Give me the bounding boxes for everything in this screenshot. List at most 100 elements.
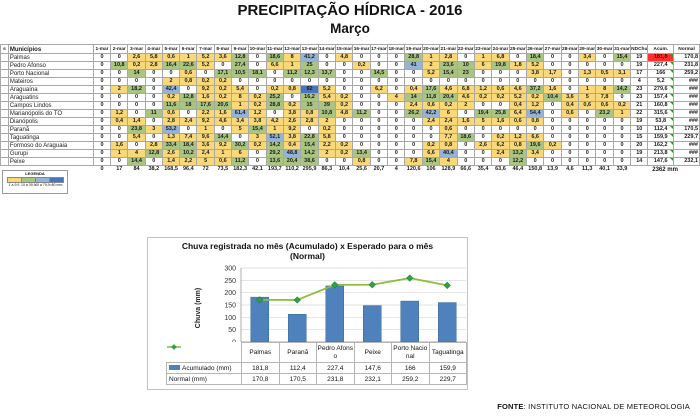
value-cell[interactable]: 0: [508, 69, 528, 78]
value-cell[interactable]: 0: [560, 85, 580, 94]
value-cell[interactable]: 1: [265, 125, 284, 134]
value-cell[interactable]: 0: [560, 69, 580, 78]
value-cell[interactable]: 0: [387, 157, 406, 166]
value-cell[interactable]: 11,6: [161, 101, 181, 110]
value-cell[interactable]: 0: [560, 149, 580, 158]
value-cell[interactable]: 2: [317, 117, 337, 126]
value-cell[interactable]: 2,8: [300, 117, 319, 126]
value-cell[interactable]: 2,2: [196, 109, 215, 118]
value-cell[interactable]: 0: [92, 93, 112, 102]
value-cell[interactable]: 0,2: [213, 85, 233, 94]
value-cell[interactable]: 0,6: [560, 109, 580, 118]
value-cell[interactable]: 0: [92, 157, 112, 166]
value-cell[interactable]: 9,2: [213, 141, 233, 150]
municipality-cell[interactable]: Marianópolis do TO: [7, 109, 94, 118]
value-cell[interactable]: 0: [560, 133, 580, 142]
value-cell[interactable]: 0: [92, 125, 112, 134]
value-cell[interactable]: 11,2: [230, 157, 250, 166]
edge-cell[interactable]: [0, 141, 9, 150]
ndchu-cell[interactable]: 15: [630, 133, 649, 142]
value-cell[interactable]: 14,2: [612, 85, 632, 94]
value-cell[interactable]: 40,4: [439, 149, 458, 158]
value-cell[interactable]: 0: [265, 69, 284, 78]
value-cell[interactable]: 14: [404, 93, 423, 102]
value-cell[interactable]: 15,4: [248, 125, 267, 134]
value-cell[interactable]: 2,6: [282, 117, 302, 126]
value-cell[interactable]: 13,2: [508, 149, 528, 158]
value-cell[interactable]: 0: [213, 61, 233, 70]
value-cell[interactable]: 0: [369, 125, 389, 134]
value-cell[interactable]: 14,5: [369, 69, 389, 78]
value-cell[interactable]: 0,5: [595, 69, 614, 78]
value-cell[interactable]: 0,4: [404, 85, 423, 94]
value-cell[interactable]: 3: [248, 133, 267, 142]
value-cell[interactable]: 0: [335, 69, 354, 78]
value-cell[interactable]: 3,8: [248, 117, 267, 126]
value-cell[interactable]: 14,4: [127, 157, 146, 166]
value-cell[interactable]: 12,8: [144, 149, 163, 158]
value-cell[interactable]: 0: [560, 157, 580, 166]
value-cell[interactable]: 0,2: [265, 85, 284, 94]
value-cell[interactable]: 0: [335, 117, 354, 126]
value-cell[interactable]: 0: [404, 141, 423, 150]
value-cell[interactable]: 0: [387, 149, 406, 158]
value-cell[interactable]: 13,4: [352, 149, 371, 158]
value-cell[interactable]: 2,4: [421, 117, 441, 126]
value-cell[interactable]: 4,6: [213, 117, 233, 126]
value-cell[interactable]: 0,8: [525, 117, 545, 126]
value-cell[interactable]: 6,4: [508, 109, 528, 118]
value-cell[interactable]: 17,1: [213, 69, 233, 78]
value-cell[interactable]: 2,8: [439, 53, 458, 62]
value-cell[interactable]: 0: [612, 141, 632, 150]
value-cell[interactable]: 0: [230, 133, 250, 142]
value-cell[interactable]: 19,6: [525, 141, 545, 150]
value-cell[interactable]: 3,8: [525, 69, 545, 78]
value-cell[interactable]: 0: [473, 69, 493, 78]
value-cell[interactable]: 0: [543, 61, 562, 70]
value-cell[interactable]: 11,2: [352, 109, 371, 118]
value-cell[interactable]: 8: [595, 85, 614, 94]
value-cell[interactable]: 2: [456, 101, 475, 110]
normal-cell[interactable]: ###: [673, 117, 700, 126]
value-cell[interactable]: 0: [369, 93, 389, 102]
value-cell[interactable]: 0: [265, 109, 284, 118]
value-cell[interactable]: 1,2: [110, 109, 129, 118]
value-cell[interactable]: 0,2: [335, 141, 354, 150]
value-cell[interactable]: 2,6: [473, 141, 493, 150]
value-cell[interactable]: 3,6: [196, 141, 215, 150]
value-cell[interactable]: 0: [543, 133, 562, 142]
value-cell[interactable]: 0: [369, 109, 389, 118]
value-cell[interactable]: 3,6: [213, 53, 233, 62]
value-cell[interactable]: 7,8: [404, 157, 423, 166]
value-cell[interactable]: 1,6: [110, 141, 129, 150]
value-cell[interactable]: 2,4: [439, 117, 458, 126]
value-cell[interactable]: 0: [612, 117, 632, 126]
value-cell[interactable]: 0: [491, 77, 510, 86]
value-cell[interactable]: 2: [421, 61, 441, 70]
edge-cell[interactable]: [0, 117, 9, 126]
value-cell[interactable]: 6,8: [456, 85, 475, 94]
value-cell[interactable]: 4,6: [456, 93, 475, 102]
value-cell[interactable]: 12,3: [300, 69, 319, 78]
value-cell[interactable]: 0: [578, 149, 597, 158]
value-cell[interactable]: 18,6: [456, 133, 475, 142]
value-cell[interactable]: 0: [92, 101, 112, 110]
edge-cell[interactable]: [0, 101, 9, 110]
value-cell[interactable]: 0: [92, 61, 112, 70]
value-cell[interactable]: 53,2: [161, 125, 181, 134]
value-cell[interactable]: 10,8: [317, 109, 337, 118]
acum-cell[interactable]: 5,2: [647, 77, 675, 86]
normal-cell[interactable]: 229,7: [673, 133, 700, 142]
value-cell[interactable]: 92: [300, 85, 319, 94]
value-cell[interactable]: 38,6: [300, 157, 319, 166]
normal-cell[interactable]: ###: [673, 109, 700, 118]
value-cell[interactable]: 25,8: [491, 109, 510, 118]
acum-cell[interactable]: 181,8: [647, 53, 675, 62]
ndchu-cell[interactable]: 19: [630, 117, 649, 126]
value-cell[interactable]: 0: [92, 149, 112, 158]
municipality-cell[interactable]: Mateiros: [7, 77, 94, 86]
value-cell[interactable]: 0: [352, 125, 371, 134]
value-cell[interactable]: 12,8: [230, 53, 250, 62]
edge-cell[interactable]: [0, 157, 9, 166]
value-cell[interactable]: 0: [387, 133, 406, 142]
